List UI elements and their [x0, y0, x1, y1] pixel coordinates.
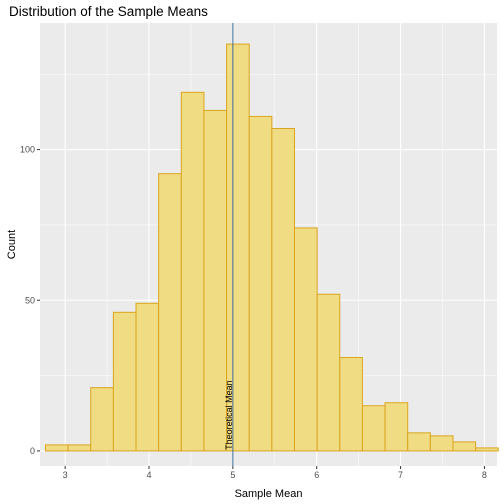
y-tick-label: 100 — [20, 145, 35, 155]
y-axis-title: Count — [6, 230, 18, 259]
chart-title: Distribution of the Sample Means — [9, 4, 208, 19]
histogram-bar — [407, 432, 431, 452]
histogram-bar — [293, 227, 318, 452]
x-tick-label: 7 — [398, 470, 403, 480]
y-tick-label: 50 — [25, 295, 35, 305]
histogram-bar — [361, 405, 386, 452]
histogram-bar — [135, 302, 160, 452]
histogram-bar — [339, 357, 363, 452]
x-tick-label: 5 — [230, 470, 235, 480]
theoretical-mean-label: Theoretical Mean — [224, 380, 234, 450]
x-tick-label: 6 — [314, 470, 319, 480]
histogram-bar — [316, 293, 341, 452]
histogram-bar — [475, 447, 499, 452]
histogram-bar — [271, 127, 295, 452]
histogram-bar — [90, 387, 114, 452]
histogram-bar — [67, 444, 92, 452]
x-axis-title: Sample Mean — [235, 488, 303, 500]
y-tick-label: 0 — [30, 446, 35, 456]
histogram-bar — [429, 435, 454, 452]
y-axis: 0 50 100 — [20, 145, 40, 456]
histogram-bar — [44, 444, 69, 452]
x-axis: 3 4 5 6 7 8 — [63, 466, 487, 480]
histogram-bar — [158, 173, 182, 452]
x-tick-label: 8 — [482, 470, 487, 480]
histogram-bar — [112, 311, 137, 452]
histogram-bar — [452, 441, 477, 452]
histogram-bar — [384, 402, 409, 452]
histogram-bar — [180, 91, 205, 452]
histogram-bar — [248, 115, 273, 452]
histogram-bars — [44, 43, 499, 452]
x-tick-label: 4 — [147, 470, 152, 480]
x-tick-label: 3 — [63, 470, 68, 480]
